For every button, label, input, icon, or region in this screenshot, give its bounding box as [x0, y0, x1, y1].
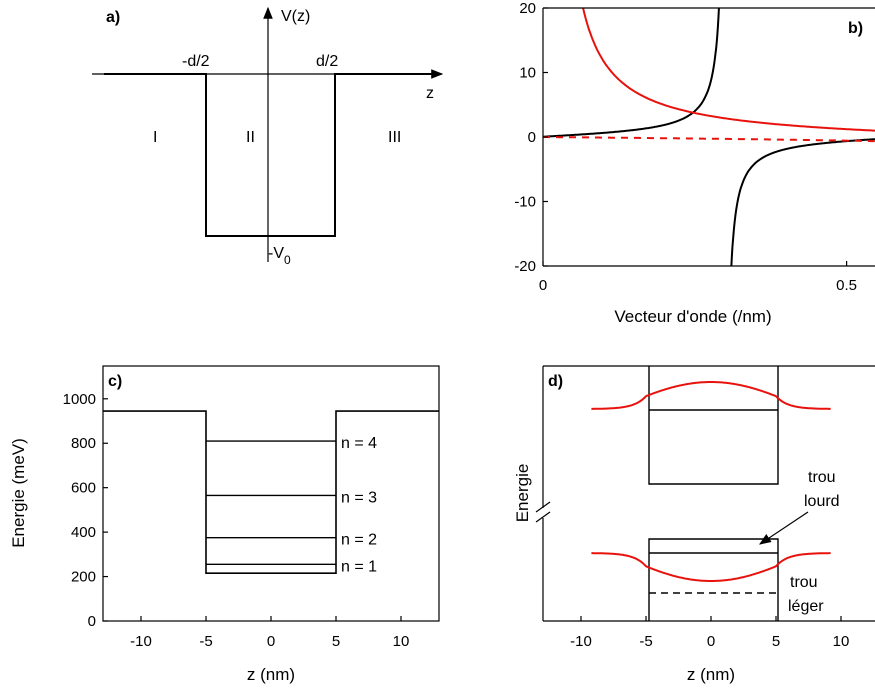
region-3-label: III [388, 129, 401, 146]
light-hole-label-line1: trou [790, 574, 818, 591]
panel-c-tag: c) [108, 373, 122, 390]
region-2-label: II [246, 129, 255, 146]
panel-d-xtick-label: 5 [772, 633, 780, 650]
panel-c-well-profile [103, 410, 439, 575]
panel-c-ytick-label: 0 [88, 613, 96, 630]
panel-b-ytick-label: 20 [519, 0, 536, 17]
panel-c-ytick-label: 200 [71, 569, 96, 586]
energy-level-label: n = 3 [341, 489, 377, 506]
panel-c-ytick-label: 800 [71, 435, 96, 452]
panel-c: c) n = 4n = 3n = 2n = 1 1000800600400200… [9, 365, 440, 684]
heavy-hole-arrow [759, 511, 809, 545]
panel-b-ytick-label: -10 [514, 194, 536, 211]
panel-b-ytick-label: 0 [528, 129, 536, 146]
panel-d-xtick-label: -5 [639, 633, 652, 650]
panel-d-tag: d) [548, 373, 563, 390]
z-axis-label: z [426, 85, 434, 102]
panel-d-xlabel: z (nm) [687, 665, 735, 684]
region-1-label: I [153, 129, 157, 146]
panel-d-xtick-label: -10 [570, 633, 592, 650]
panel-b-xlabel: Vecteur d'onde (/nm) [614, 307, 771, 326]
hole-wavefunction [591, 552, 831, 582]
heavy-hole-label-line1: trou [808, 469, 836, 486]
depth-label-base: -V [268, 245, 284, 262]
panel-a-tag: a) [106, 9, 120, 26]
axis-break-mark-1 [535, 501, 551, 513]
panel-b-ytick-label: -20 [514, 258, 536, 275]
panel-b-xtick-label: 0 [539, 277, 547, 294]
electron-wavefunction [591, 381, 831, 410]
panel-c-ytick-label: 1000 [63, 391, 96, 408]
panel-c-xtick-label: -10 [130, 633, 152, 650]
panel-a: a) V(z) z -d/2 d/2 I II III -V0 [92, 6, 444, 267]
depth-label-sub: 0 [284, 253, 291, 267]
conduction-band-well [648, 366, 779, 485]
panel-d: d) trou lourd trou léger -10 -5 0 5 10 Energ… [513, 365, 875, 684]
valence-band-well [648, 538, 779, 621]
panel-d-xtick-label: 10 [833, 633, 850, 650]
panel-d-xtick-label: 0 [707, 633, 715, 650]
panel-c-xtick-label: 5 [332, 633, 340, 650]
panel-c-xtick-label: 10 [393, 633, 410, 650]
v-axis-label: V(z) [281, 8, 310, 25]
heavy-hole-label-line2: lourd [804, 493, 840, 510]
light-hole-label-line2: léger [788, 598, 824, 615]
right-edge-label: d/2 [316, 53, 338, 70]
energy-level-label: n = 1 [341, 558, 377, 575]
tan-branches-curve [543, 8, 875, 266]
panel-d-ylabel: Energie [513, 464, 532, 523]
panel-c-ytick-label: 600 [71, 480, 96, 497]
red-dashed-curve [543, 136, 875, 143]
panel-c-frame [102, 365, 440, 622]
energy-level-label: n = 2 [341, 532, 377, 549]
square-well-profile [104, 73, 432, 237]
panel-c-ytick-label: 400 [71, 524, 96, 541]
energy-level-label: n = 4 [341, 435, 377, 452]
panel-c-xtick-label: 0 [267, 633, 275, 650]
depth-label: -V0 [268, 245, 291, 267]
red-solid-curve [582, 8, 875, 132]
panel-c-ylabel: Energie (meV) [9, 438, 28, 548]
panel-b-tag: b) [848, 20, 863, 37]
panel-b-xtick-label: 0.5 [836, 277, 857, 294]
panel-c-xlabel: z (nm) [247, 665, 295, 684]
axis-break-mark-2 [535, 511, 551, 523]
panel-b-ytick-label: 10 [519, 65, 536, 82]
left-edge-label: -d/2 [182, 53, 210, 70]
panel-c-xtick-label: -5 [199, 633, 212, 650]
